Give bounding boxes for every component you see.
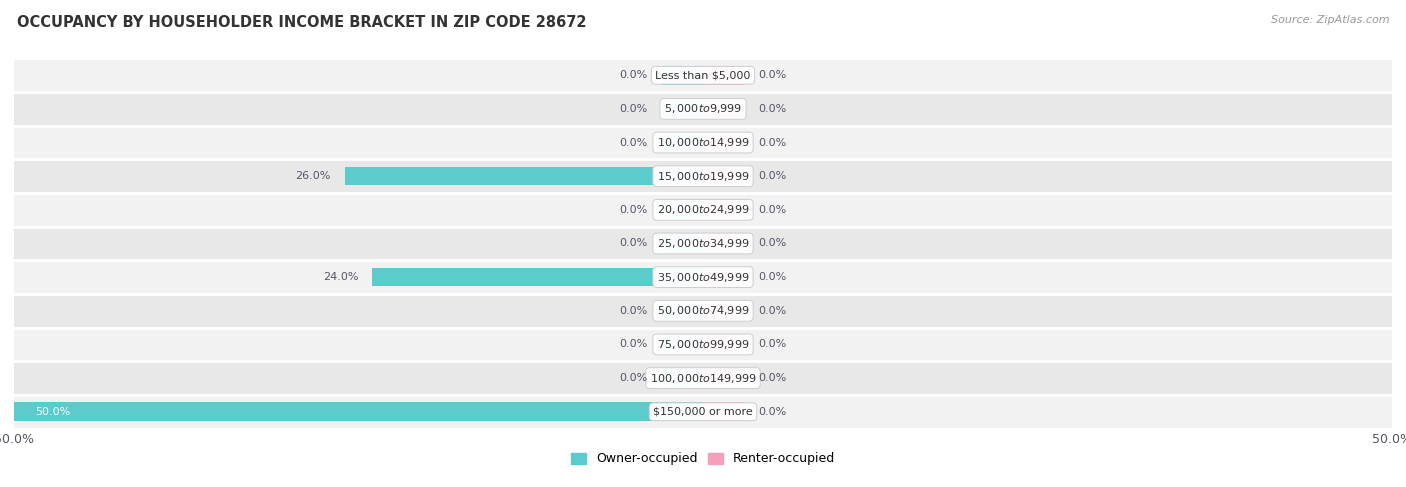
Bar	[14, 193, 1392, 226]
Text: 50.0%: 50.0%	[35, 407, 70, 417]
Bar	[662, 201, 703, 219]
Text: $75,000 to $99,999: $75,000 to $99,999	[657, 338, 749, 351]
Bar	[703, 402, 744, 421]
Text: $100,000 to $149,999: $100,000 to $149,999	[650, 372, 756, 385]
Bar	[662, 133, 703, 152]
Bar	[703, 133, 744, 152]
Text: OCCUPANCY BY HOUSEHOLDER INCOME BRACKET IN ZIP CODE 28672: OCCUPANCY BY HOUSEHOLDER INCOME BRACKET …	[17, 15, 586, 30]
Bar	[14, 261, 1392, 294]
Text: 0.0%: 0.0%	[620, 373, 648, 383]
Bar	[14, 126, 1392, 159]
Bar	[14, 402, 703, 421]
Text: 0.0%: 0.0%	[758, 104, 786, 114]
Bar	[14, 328, 1392, 361]
Bar	[14, 361, 1392, 395]
Text: 24.0%: 24.0%	[323, 272, 359, 282]
Text: 0.0%: 0.0%	[620, 239, 648, 248]
Bar	[703, 234, 744, 253]
Bar	[703, 268, 744, 286]
Text: $5,000 to $9,999: $5,000 to $9,999	[664, 102, 742, 115]
Text: 0.0%: 0.0%	[620, 137, 648, 148]
Bar	[703, 201, 744, 219]
Bar	[14, 294, 1392, 328]
Text: 0.0%: 0.0%	[620, 339, 648, 350]
Bar	[14, 226, 1392, 261]
Text: 0.0%: 0.0%	[758, 373, 786, 383]
Text: $50,000 to $74,999: $50,000 to $74,999	[657, 304, 749, 318]
Text: $20,000 to $24,999: $20,000 to $24,999	[657, 204, 749, 216]
Text: Less than $5,000: Less than $5,000	[655, 70, 751, 80]
Text: 0.0%: 0.0%	[620, 104, 648, 114]
Bar	[703, 167, 744, 186]
Text: $35,000 to $49,999: $35,000 to $49,999	[657, 271, 749, 283]
Text: 0.0%: 0.0%	[758, 205, 786, 215]
Text: 0.0%: 0.0%	[758, 239, 786, 248]
Text: 0.0%: 0.0%	[758, 171, 786, 181]
Text: 0.0%: 0.0%	[758, 70, 786, 80]
Bar	[14, 58, 1392, 92]
Text: 26.0%: 26.0%	[295, 171, 330, 181]
Text: 0.0%: 0.0%	[620, 70, 648, 80]
Text: 0.0%: 0.0%	[620, 205, 648, 215]
Bar	[344, 167, 703, 186]
Text: 0.0%: 0.0%	[758, 339, 786, 350]
Bar	[703, 301, 744, 320]
Legend: Owner-occupied, Renter-occupied: Owner-occupied, Renter-occupied	[567, 448, 839, 470]
Text: 0.0%: 0.0%	[758, 272, 786, 282]
Text: $150,000 or more: $150,000 or more	[654, 407, 752, 417]
Text: 0.0%: 0.0%	[620, 306, 648, 316]
Bar	[662, 335, 703, 354]
Text: $10,000 to $14,999: $10,000 to $14,999	[657, 136, 749, 149]
Bar	[662, 369, 703, 387]
Bar	[703, 369, 744, 387]
Bar	[703, 100, 744, 118]
Bar	[14, 92, 1392, 126]
Bar	[14, 159, 1392, 193]
Text: Source: ZipAtlas.com: Source: ZipAtlas.com	[1271, 15, 1389, 25]
Bar	[703, 66, 744, 85]
Bar	[662, 100, 703, 118]
Text: 0.0%: 0.0%	[758, 306, 786, 316]
Bar	[662, 301, 703, 320]
Bar	[373, 268, 703, 286]
Text: 0.0%: 0.0%	[758, 137, 786, 148]
Bar	[662, 234, 703, 253]
Bar	[662, 66, 703, 85]
Text: 0.0%: 0.0%	[758, 407, 786, 417]
Bar	[703, 335, 744, 354]
Bar	[14, 395, 1392, 429]
Text: $15,000 to $19,999: $15,000 to $19,999	[657, 169, 749, 183]
Text: $25,000 to $34,999: $25,000 to $34,999	[657, 237, 749, 250]
